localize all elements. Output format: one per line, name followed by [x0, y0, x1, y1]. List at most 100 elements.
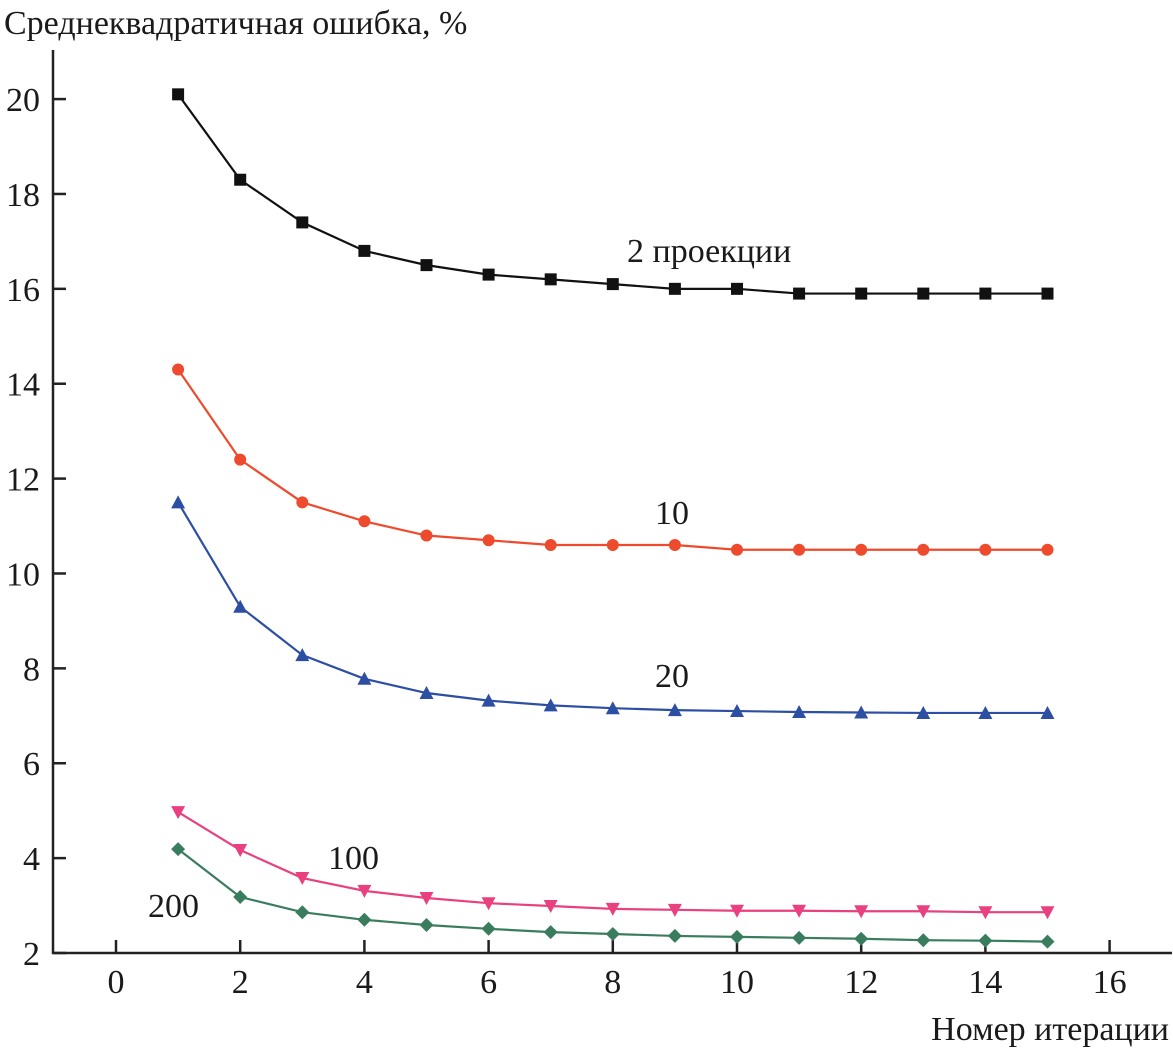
data-point — [978, 906, 993, 920]
data-point — [979, 287, 992, 300]
y-tick-label: 14 — [6, 367, 40, 404]
data-point — [233, 599, 248, 613]
x-tick-label: 8 — [604, 964, 621, 1001]
series-label-2: 2 проекции — [627, 233, 791, 270]
data-point — [296, 216, 309, 229]
data-point — [605, 701, 620, 715]
data-point — [295, 648, 310, 662]
x-tick-label: 0 — [108, 964, 125, 1001]
series-line — [177, 93, 1048, 295]
data-point — [854, 705, 869, 719]
series-label-20: 20 — [655, 658, 689, 695]
data-point — [606, 278, 619, 291]
series-200 — [171, 842, 1055, 949]
x-tick-label: 14 — [968, 964, 1002, 1001]
data-point — [482, 268, 495, 281]
data-point — [233, 844, 248, 858]
data-point — [792, 930, 807, 945]
series-line — [177, 368, 1048, 551]
data-point — [855, 287, 868, 300]
data-point — [544, 539, 557, 552]
data-point — [172, 363, 185, 376]
series-line — [177, 501, 1048, 715]
series-label-100: 100 — [328, 840, 379, 877]
y-tick-label: 16 — [6, 272, 40, 309]
data-point — [357, 884, 372, 898]
data-point — [916, 905, 931, 919]
x-tick-label: 10 — [720, 964, 754, 1001]
x-tick-label: 4 — [356, 964, 373, 1001]
data-point — [793, 287, 806, 300]
data-point — [420, 529, 433, 542]
data-point — [482, 534, 495, 547]
data-point — [295, 872, 310, 886]
data-point — [419, 891, 434, 905]
series-20 — [171, 495, 1055, 719]
data-point — [605, 902, 620, 916]
data-point — [917, 543, 930, 556]
data-point — [978, 705, 993, 719]
series-label-10: 10 — [655, 495, 689, 532]
data-point — [855, 543, 868, 556]
y-tick-label: 8 — [23, 651, 40, 688]
data-point — [419, 686, 434, 700]
data-point — [543, 900, 558, 914]
data-point — [916, 933, 931, 948]
series-100 — [171, 806, 1055, 920]
y-tick-label: 20 — [6, 82, 40, 119]
data-point — [1041, 543, 1054, 556]
y-axis-label: Среднеквадратичная ошибка, % — [4, 5, 467, 42]
data-point — [792, 904, 807, 918]
data-point — [917, 287, 930, 300]
data-point — [543, 925, 558, 940]
data-point — [731, 282, 743, 295]
data-point — [793, 543, 806, 556]
data-point — [916, 705, 931, 719]
data-point — [357, 671, 372, 685]
data-point — [731, 543, 743, 556]
y-tick-label: 4 — [23, 841, 40, 878]
data-point — [730, 929, 744, 944]
data-point — [730, 704, 744, 718]
series-label-200: 200 — [148, 888, 199, 925]
series-10 — [172, 363, 1054, 556]
data-point — [543, 698, 558, 712]
data-point — [667, 903, 682, 917]
data-point — [171, 495, 186, 509]
data-point — [668, 539, 681, 552]
data-point — [854, 905, 869, 919]
data-point — [481, 693, 496, 707]
y-tick-label: 12 — [6, 462, 40, 499]
data-point — [171, 806, 186, 820]
data-point — [481, 897, 496, 911]
data-point — [481, 921, 496, 936]
data-point — [358, 244, 371, 257]
x-axis-label: Номер итерации — [931, 1011, 1169, 1048]
y-tick-label: 18 — [6, 177, 40, 214]
y-tick-label: 6 — [23, 746, 40, 783]
data-point — [1040, 705, 1055, 719]
y-tick-label: 2 — [23, 936, 40, 973]
y-tick-label: 10 — [6, 556, 40, 593]
data-point — [171, 842, 186, 857]
data-point — [668, 282, 681, 295]
data-point — [1041, 287, 1054, 300]
data-point — [1040, 934, 1055, 949]
data-point — [792, 705, 807, 719]
data-point — [979, 543, 992, 556]
x-tick-label: 12 — [844, 964, 878, 1001]
series-2-проекции — [172, 88, 1054, 300]
data-point — [730, 904, 744, 918]
data-point — [978, 933, 993, 948]
data-point — [605, 927, 620, 942]
data-point — [667, 703, 682, 717]
data-point — [419, 918, 434, 933]
x-tick-label: 16 — [1093, 964, 1127, 1001]
data-point — [606, 539, 619, 552]
data-point — [234, 173, 247, 186]
x-tick-label: 2 — [232, 964, 249, 1001]
x-tick-label: 6 — [480, 964, 497, 1001]
data-point — [233, 890, 248, 905]
data-point — [854, 931, 869, 946]
